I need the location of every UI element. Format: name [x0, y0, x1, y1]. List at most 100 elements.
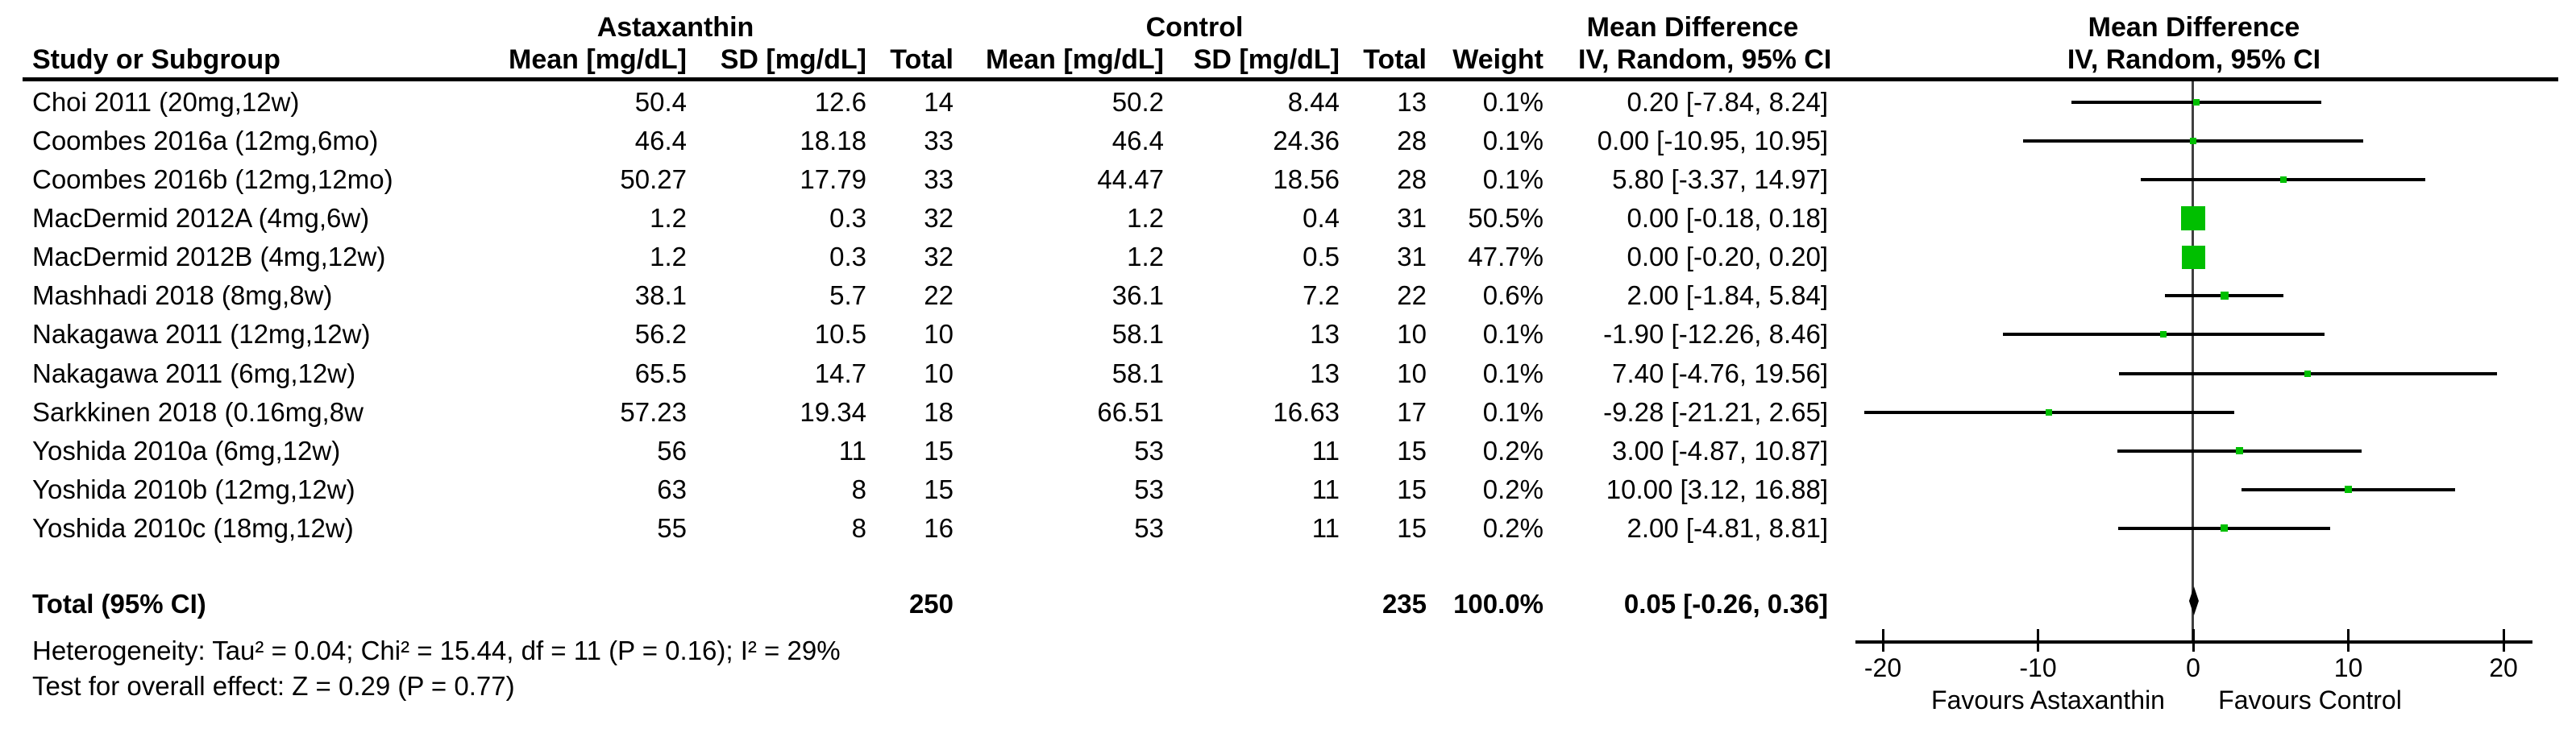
- study-row: MacDermid 2012B (4mg,12w) 1.2 0.3 32 1.2 0.5 3…: [0, 238, 2576, 276]
- weight: 0.1%: [1482, 164, 1544, 195]
- column-header-exp-mean: Mean [mg/dL]: [509, 44, 687, 75]
- study-name: Choi 2011 (20mg,12w): [32, 87, 300, 117]
- ctl-sd: 11: [1311, 474, 1340, 504]
- ctl-total: 15: [1397, 512, 1427, 543]
- study-row: Yoshida 2010c (18mg,12w) 55 8 16 53 11 15 0.2% 2…: [0, 509, 2576, 548]
- column-header-exp-sd: SD [mg/dL]: [720, 44, 866, 75]
- weight: 0.6%: [1482, 280, 1544, 311]
- exp-mean: 63: [657, 474, 687, 504]
- md-ci-text: 0.00 [-0.18, 0.18]: [1627, 203, 1828, 234]
- exp-mean: 1.2: [650, 242, 687, 272]
- effect-marker: [2236, 447, 2244, 455]
- weight: 0.1%: [1482, 396, 1544, 427]
- exp-sd: 18.18: [800, 126, 866, 156]
- column-header-weight: Weight: [1452, 44, 1544, 75]
- study-name: Yoshida 2010a (6mg,12w): [32, 435, 341, 466]
- weight: 0.1%: [1482, 319, 1544, 350]
- study-row: MacDermid 2012A (4mg,6w) 1.2 0.3 32 1.2 0.4 31…: [0, 199, 2576, 238]
- study-row: Coombes 2016a (12mg,6mo) 46.4 18.18 33 46.4 2…: [0, 122, 2576, 160]
- exp-sd: 11: [838, 435, 866, 466]
- md-ci-text: 0.20 [-7.84, 8.24]: [1627, 87, 1828, 117]
- exp-sd: 5.7: [829, 280, 866, 311]
- effect-marker: [2221, 524, 2228, 532]
- group-header-experimental: Astaxanthin: [596, 12, 754, 43]
- study-name: Coombes 2016a (12mg,6mo): [32, 126, 379, 156]
- total-ctl-total: 235: [1381, 589, 1427, 619]
- ctl-total: 15: [1397, 435, 1427, 466]
- axis-tick-label: 10: [2333, 653, 2363, 682]
- study-name: MacDermid 2012B (4mg,12w): [32, 242, 386, 272]
- exp-total: 33: [924, 126, 954, 156]
- column-header-ci-plot: IV, Random, 95% CI: [2067, 44, 2321, 75]
- effect-marker: [2345, 486, 2352, 494]
- column-header-exp-total: Total: [890, 44, 954, 75]
- effect-marker: [2192, 99, 2200, 106]
- ctl-total: 31: [1397, 242, 1427, 272]
- md-ci-text: 2.00 [-1.84, 5.84]: [1627, 280, 1828, 311]
- ctl-total: 28: [1397, 164, 1427, 195]
- group-header-control: Control: [1145, 12, 1244, 43]
- study-row: Yoshida 2010b (12mg,12w) 63 8 15 53 11 15 0.2% 1…: [0, 470, 2576, 509]
- favours-right-label: Favours Control: [2218, 686, 2402, 715]
- ctl-total: 22: [1397, 280, 1427, 311]
- axis-tick: [2502, 629, 2505, 652]
- zero-line: [2192, 81, 2194, 642]
- exp-mean: 56.2: [634, 319, 687, 350]
- exp-total: 15: [924, 435, 954, 466]
- ctl-mean: 53: [1134, 474, 1164, 504]
- exp-sd: 19.34: [800, 396, 866, 427]
- exp-total: 33: [924, 164, 954, 195]
- md-ci-text: -1.90 [-12.26, 8.46]: [1603, 319, 1828, 350]
- study-row: Sarkkinen 2018 (0.16mg,8w 57.23 19.34 18 66.…: [0, 393, 2576, 432]
- study-row: Mashhadi 2018 (8mg,8w) 38.1 5.7 22 36.1 7.2 22…: [0, 276, 2576, 315]
- study-name: Mashhadi 2018 (8mg,8w): [32, 280, 333, 311]
- exp-total: 10: [924, 358, 954, 388]
- ctl-sd: 13: [1310, 358, 1340, 388]
- md-ci-text: 5.80 [-3.37, 14.97]: [1612, 164, 1828, 195]
- ctl-total: 15: [1397, 474, 1427, 504]
- ctl-mean: 1.2: [1127, 242, 1164, 272]
- effect-marker: [2181, 245, 2205, 269]
- ctl-sd: 0.5: [1303, 242, 1340, 272]
- axis-tick-label: 20: [2489, 653, 2518, 682]
- column-header-ctl-sd: SD [mg/dL]: [1193, 44, 1340, 75]
- overall-effect-text: Test for overall effect: Z = 0.29 (P = 0…: [32, 671, 515, 701]
- md-header-left: Mean Difference: [1586, 12, 1799, 43]
- exp-sd: 0.3: [829, 242, 866, 272]
- axis-tick: [2037, 629, 2039, 652]
- effect-marker: [2160, 331, 2167, 338]
- ctl-sd: 0.4: [1303, 203, 1340, 234]
- ctl-mean: 66.51: [1097, 396, 1164, 427]
- ctl-sd: 18.56: [1273, 164, 1340, 195]
- ctl-mean: 46.4: [1111, 126, 1164, 156]
- weight: 0.1%: [1482, 87, 1544, 117]
- ctl-sd: 16.63: [1273, 396, 1340, 427]
- ctl-mean: 53: [1134, 512, 1164, 543]
- ctl-total: 10: [1397, 358, 1427, 388]
- axis-tick: [2192, 629, 2195, 652]
- md-ci-text: 0.00 [-10.95, 10.95]: [1597, 126, 1828, 156]
- exp-mean: 1.2: [650, 203, 687, 234]
- exp-mean: 56: [657, 435, 687, 466]
- total-ci-text: 0.05 [-0.26, 0.36]: [1623, 589, 1828, 619]
- study-name: Sarkkinen 2018 (0.16mg,8w: [32, 396, 364, 427]
- md-ci-text: 10.00 [3.12, 16.88]: [1606, 474, 1828, 504]
- md-ci-text: 7.40 [-4.76, 19.56]: [1612, 358, 1828, 388]
- md-ci-text: 3.00 [-4.87, 10.87]: [1612, 435, 1828, 466]
- study-row: Choi 2011 (20mg,12w) 50.4 12.6 14 50.2 8.44 13…: [0, 83, 2576, 122]
- exp-sd: 17.79: [800, 164, 866, 195]
- md-ci-text: -9.28 [-21.21, 2.65]: [1603, 396, 1828, 427]
- column-header-ctl-total: Total: [1363, 44, 1427, 75]
- exp-mean: 55: [657, 512, 687, 543]
- study-row: Nakagawa 2011 (6mg,12w) 65.5 14.7 10 58.1 13 1…: [0, 354, 2576, 393]
- exp-total: 32: [924, 242, 954, 272]
- weight: 0.1%: [1482, 126, 1544, 156]
- weight: 0.2%: [1482, 435, 1544, 466]
- exp-mean: 38.1: [634, 280, 687, 311]
- exp-total: 18: [924, 396, 954, 427]
- study-name: Yoshida 2010b (12mg,12w): [32, 474, 355, 504]
- ctl-total: 10: [1397, 319, 1427, 350]
- effect-marker: [2181, 206, 2205, 231]
- exp-mean: 50.4: [634, 87, 687, 117]
